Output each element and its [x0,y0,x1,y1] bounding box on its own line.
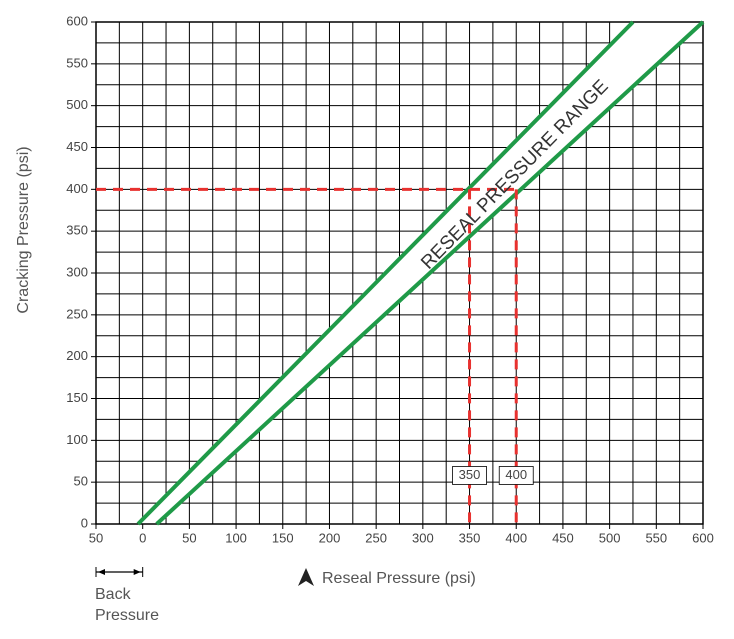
range-line [136,20,635,526]
x-tick-label: 250 [365,530,387,545]
y-tick-label: 300 [66,264,88,279]
y-tick-label: 400 [66,181,88,196]
value-annotation: 400 [505,467,527,482]
y-axis-label: Cracking Pressure (psi) [15,146,32,313]
x-tick-label: 0 [139,530,146,545]
x-tick-label: 500 [599,530,621,545]
x-tick-label: 200 [319,530,341,545]
x-tick-label: 400 [505,530,527,545]
x-tick-label: 50 [89,530,103,545]
y-tick-label: 350 [66,223,88,238]
value-annotation: 350 [459,467,481,482]
y-tick-label: 200 [66,348,88,363]
y-tick-label: 500 [66,97,88,112]
x-tick-label: 150 [272,530,294,545]
range-line [155,20,705,526]
x-tick-label: 600 [692,530,714,545]
y-tick-label: 50 [74,474,88,489]
x-tick-label: 100 [225,530,247,545]
x-tick-label: 550 [645,530,667,545]
y-tick-label: 550 [66,55,88,70]
annotation-box [498,466,534,485]
y-tick-label: 0 [81,515,88,530]
x-axis-label: Reseal Pressure (psi) [322,570,476,587]
x-tick-label: 350 [459,530,481,545]
x-tick-label: 450 [552,530,574,545]
plot-border [95,21,704,525]
y-tick-label: 450 [66,139,88,154]
x-tick-label: 50 [182,530,196,545]
x-tick-label: 300 [412,530,434,545]
back-pressure-label: Back Pressure [95,586,160,624]
y-tick-label: 600 [66,13,88,28]
y-tick-label: 100 [66,432,88,447]
range-band [138,22,703,524]
axis-arrow-icon [298,568,314,586]
annotation-box [452,466,487,485]
y-tick-label: 150 [66,390,88,405]
y-tick-label: 250 [66,306,88,321]
